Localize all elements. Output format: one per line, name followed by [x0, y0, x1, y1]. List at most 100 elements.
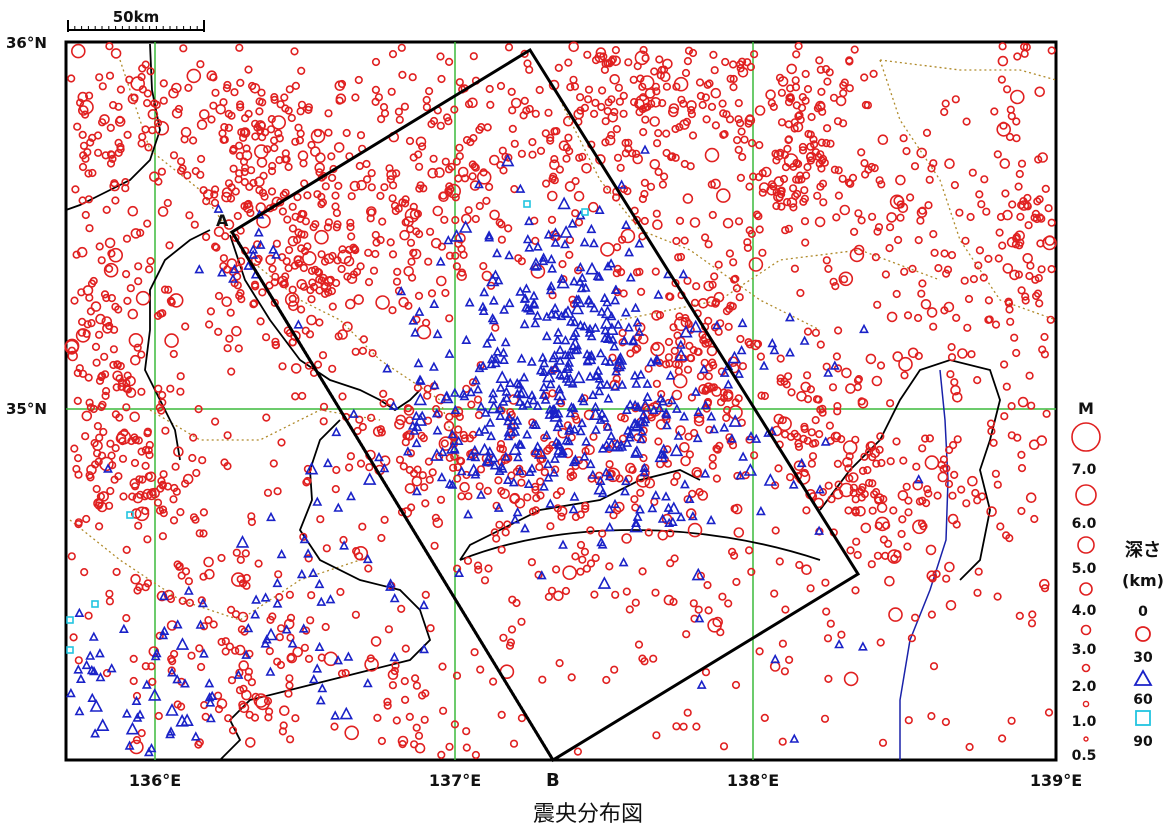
epicenter-marker: [591, 98, 600, 107]
epicenter-marker: [126, 511, 134, 519]
epicenter-marker: [453, 474, 462, 483]
epicenter-marker: [786, 84, 795, 93]
epicenter-marker: [316, 596, 327, 606]
epicenter-marker: [473, 395, 483, 404]
epicenter-marker: [968, 168, 977, 177]
epicenter-marker: [689, 346, 698, 355]
epicenter-marker: [640, 657, 649, 666]
epicenter-marker: [731, 398, 740, 407]
epicenter-marker: [103, 262, 119, 278]
epicenter-marker: [569, 276, 580, 286]
epicenter-marker: [620, 228, 636, 244]
epicenter-marker: [90, 728, 101, 738]
epicenter-marker: [256, 317, 265, 326]
epicenter-marker: [236, 103, 245, 112]
epicenter-marker: [581, 208, 589, 216]
epicenter-marker: [957, 348, 968, 359]
epicenter-marker: [867, 212, 877, 221]
epicenter-marker: [704, 240, 713, 249]
epicenter-marker: [631, 378, 642, 388]
epicenter-marker: [833, 117, 843, 126]
epicenter-marker: [873, 227, 882, 236]
epicenter-marker: [796, 288, 805, 298]
epicenter-marker: [876, 361, 886, 370]
epicenter-marker: [468, 378, 478, 387]
epicenter-marker: [134, 277, 143, 286]
epicenter-marker: [166, 384, 175, 393]
epicenter-marker: [317, 250, 326, 259]
epicenter-marker: [612, 269, 621, 278]
epicenter-marker: [632, 268, 642, 277]
epicenter-marker: [704, 372, 713, 381]
epicenter-marker: [799, 335, 810, 345]
epicenter-marker: [1005, 533, 1014, 543]
epicenter-marker: [679, 324, 693, 338]
epicenter-marker: [802, 506, 811, 515]
epicenter-marker: [229, 164, 238, 173]
epicenter-marker: [806, 156, 816, 165]
epicenter-marker: [616, 268, 626, 277]
epicenter-marker: [92, 358, 101, 367]
epicenter-marker: [851, 495, 860, 504]
epicenter-marker: [868, 479, 877, 488]
epicenter-marker: [919, 522, 928, 531]
epicenter-marker: [545, 498, 556, 508]
epicenter-marker: [651, 310, 662, 321]
epicenter-marker: [446, 440, 460, 454]
epicenter-marker: [507, 87, 516, 96]
epicenter-marker: [122, 403, 131, 412]
epicenter-marker: [111, 444, 120, 453]
epicenter-marker: [732, 284, 742, 293]
epicenter-marker: [737, 67, 749, 78]
epicenter-marker: [1044, 708, 1054, 717]
epicenter-marker: [338, 245, 347, 254]
epicenter-marker: [923, 485, 932, 494]
epicenter-marker: [874, 521, 883, 530]
epicenter-marker: [623, 322, 634, 332]
epicenter-marker: [227, 676, 237, 685]
epicenter-marker: [244, 65, 253, 74]
epicenter-marker: [199, 508, 208, 517]
epicenter-marker: [564, 181, 576, 192]
epicenter-marker: [288, 224, 298, 233]
magnitude-label-3: 3.0: [1072, 642, 1097, 658]
epicenter-marker: [266, 511, 276, 522]
epicenter-marker: [855, 505, 866, 517]
epicenter-marker: [849, 247, 865, 263]
epicenter-marker: [1021, 292, 1030, 301]
epicenter-marker: [494, 476, 503, 485]
epicenter-marker: [477, 122, 486, 132]
epicenter-marker: [74, 705, 85, 716]
epicenter-marker: [159, 96, 168, 105]
epicenter-marker: [488, 452, 499, 463]
epicenter-marker: [1005, 132, 1015, 142]
epicenter-marker: [1040, 584, 1050, 593]
epicenter-marker: [184, 577, 193, 586]
epicenter-marker: [494, 465, 505, 476]
epicenter-marker: [415, 375, 426, 385]
epicenter-marker: [708, 210, 717, 220]
epicenter-marker: [860, 73, 869, 82]
epicenter-marker: [123, 130, 132, 139]
epicenter-marker: [265, 646, 274, 656]
epicenter-marker: [663, 594, 675, 606]
epicenter-marker: [377, 533, 386, 543]
epicenter-marker: [123, 371, 132, 380]
epicenter-marker: [512, 377, 523, 388]
epicenter-marker: [536, 146, 546, 155]
epicenter-marker: [163, 198, 172, 208]
epicenter-marker: [987, 427, 996, 436]
epicenter-marker: [892, 351, 904, 362]
epicenter-marker: [624, 432, 635, 442]
epicenter-marker: [370, 636, 382, 647]
epicenter-marker: [481, 270, 493, 282]
epicenter-marker: [421, 689, 430, 698]
epicenter-marker: [577, 417, 587, 428]
epicenter-marker: [73, 122, 82, 131]
epicenter-marker: [743, 238, 752, 247]
epicenter-marker: [1006, 236, 1018, 248]
epicenter-marker: [148, 677, 157, 687]
epicenter-marker: [652, 731, 661, 740]
epicenter-marker: [878, 738, 888, 747]
epicenter-marker: [719, 422, 730, 432]
